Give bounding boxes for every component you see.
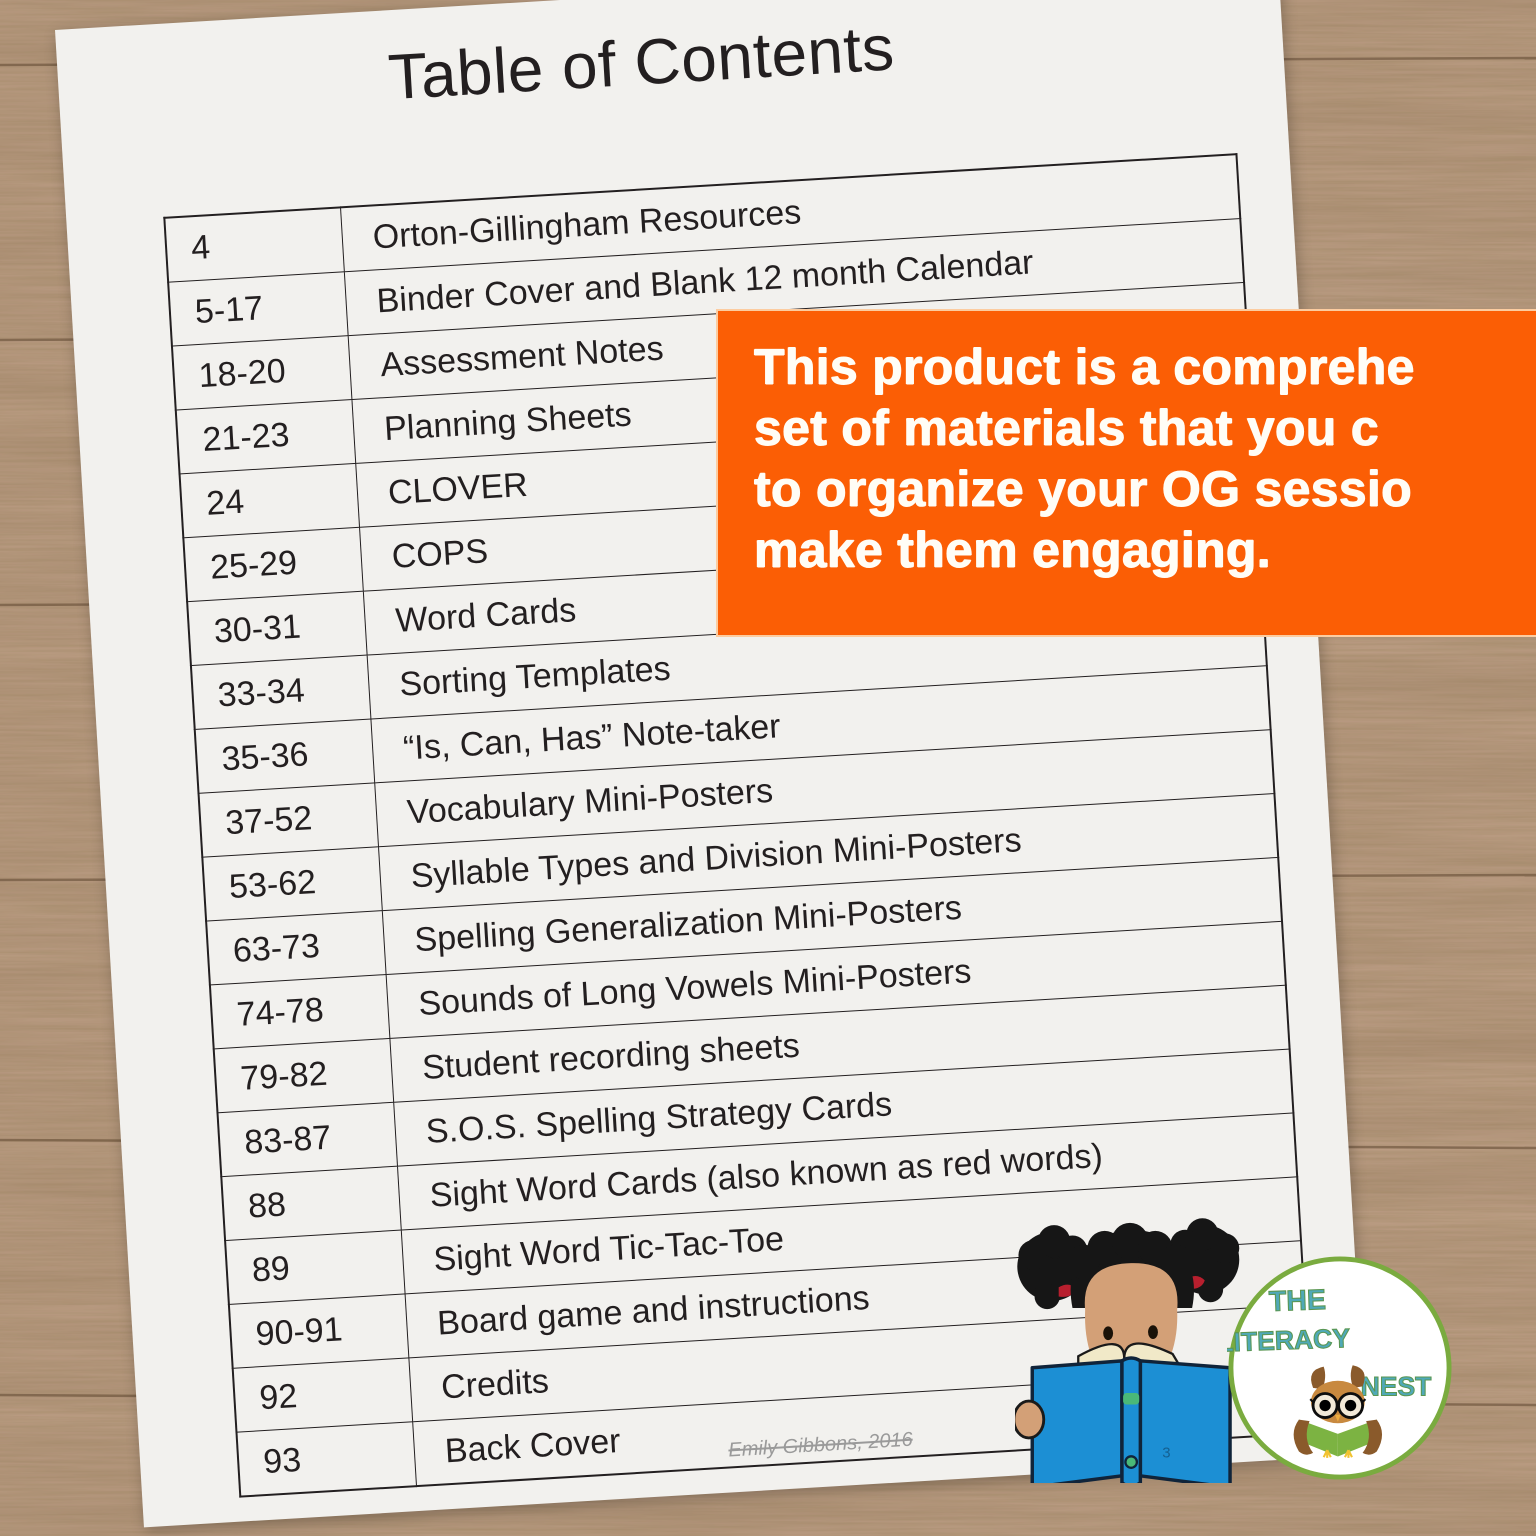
svg-text:THE: THE	[1268, 1284, 1326, 1318]
svg-text:3: 3	[1162, 1444, 1170, 1461]
svg-text:LITERACY: LITERACY	[1227, 1323, 1351, 1358]
svg-text:NEST: NEST	[1361, 1372, 1432, 1402]
